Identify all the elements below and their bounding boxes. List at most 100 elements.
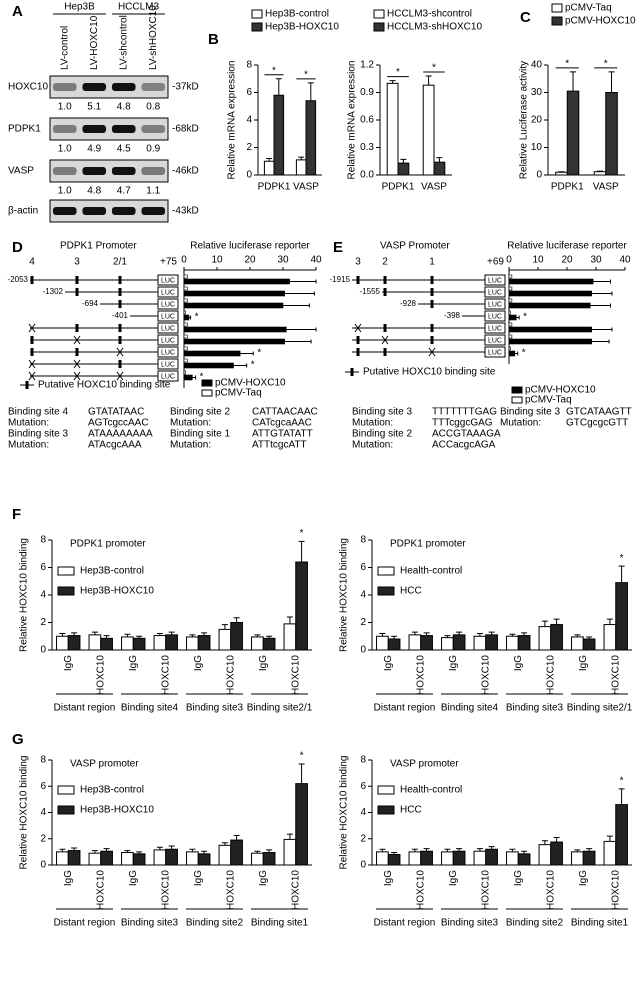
bar xyxy=(593,171,607,176)
group-label: Distant region xyxy=(374,703,436,714)
blot-band xyxy=(111,83,136,91)
binding-site xyxy=(356,276,360,284)
y-tick-label: 6 xyxy=(40,562,46,573)
y-tick-label: 8 xyxy=(246,60,252,71)
bar xyxy=(183,346,188,351)
x-axis-label: Relative luciferase reporter xyxy=(507,241,627,252)
error-bar xyxy=(192,375,197,380)
blot-quant: 4.8 xyxy=(117,102,131,113)
bar xyxy=(165,848,178,866)
bar xyxy=(67,850,81,866)
y-axis-label: Relative HOXC10 binding xyxy=(339,756,350,870)
x-tick-label: 30 xyxy=(277,255,289,266)
mutated-site xyxy=(116,371,124,381)
bar xyxy=(508,286,513,291)
y-axis-label: Relative Luciferase activity xyxy=(519,61,530,179)
significance: * xyxy=(522,348,526,359)
bar xyxy=(506,635,519,651)
bar xyxy=(183,274,188,279)
blot-band xyxy=(52,125,77,133)
error-bar xyxy=(240,351,254,356)
legend-label: HCC xyxy=(400,805,422,816)
mutated-site xyxy=(73,371,81,381)
blot-quant: 4.7 xyxy=(117,186,131,197)
bar xyxy=(186,636,199,651)
site-label: 1 xyxy=(429,257,435,268)
construct-label: -928 xyxy=(400,299,417,308)
bar xyxy=(183,334,188,339)
y-tick-label: 10 xyxy=(531,142,543,153)
error-bar xyxy=(189,848,196,852)
bar xyxy=(263,160,275,176)
blot-quant: 1.1 xyxy=(146,186,160,197)
tss-label: +69 xyxy=(487,257,504,268)
legend-swatch xyxy=(377,566,395,576)
sequence-cell: Mutation: xyxy=(8,440,49,451)
error-bar xyxy=(400,158,407,164)
bar xyxy=(550,841,563,866)
x-tick-label: IgG xyxy=(448,655,459,671)
construct-label: -401 xyxy=(112,311,129,320)
sequence-cell: Binding site 4 xyxy=(8,407,68,418)
x-tick-label: HOXC10 xyxy=(160,655,171,695)
blot-size-label: -46kD xyxy=(172,166,199,177)
significance: * xyxy=(620,776,624,787)
group-label: Binding site2/1 xyxy=(567,703,633,714)
mutated-site xyxy=(381,335,389,345)
error-bar xyxy=(307,82,314,101)
luc-label: LUC xyxy=(488,277,502,284)
binding-site xyxy=(118,324,122,332)
group-label: Binding site1 xyxy=(251,918,309,929)
promoter-label: VASP Promoter xyxy=(380,241,450,252)
group-label: Binding site2/1 xyxy=(247,703,313,714)
error-bar xyxy=(444,635,451,638)
legend-label: Hep3B-HOXC10 xyxy=(80,805,154,816)
y-axis-label: Relative HOXC10 binding xyxy=(339,538,350,652)
error-bar xyxy=(59,633,66,637)
error-bar xyxy=(618,788,625,805)
binding-site xyxy=(75,348,79,356)
bar xyxy=(183,374,193,381)
sequence-cell: Binding site 3 xyxy=(500,407,560,418)
bar xyxy=(251,636,264,651)
y-axis-label: Relative mRNA expression xyxy=(347,61,358,180)
y-tick-label: 1.2 xyxy=(360,60,374,71)
bar xyxy=(538,844,552,866)
legend-label: Hep3B-HOXC10 xyxy=(80,586,154,597)
error-bar xyxy=(71,847,78,851)
binding-site xyxy=(383,288,387,296)
bar xyxy=(183,326,287,333)
luc-label: LUC xyxy=(161,301,175,308)
y-tick-label: 4 xyxy=(246,115,252,126)
legend-label: pCMV-HOXC10 xyxy=(565,16,636,27)
bar xyxy=(183,314,190,321)
x-tick-label: IgG xyxy=(128,870,139,886)
x-tick-label: HOXC10 xyxy=(415,870,426,910)
significance: * xyxy=(195,312,199,323)
error-bar xyxy=(488,846,495,850)
x-tick-label: 40 xyxy=(619,255,631,266)
bar xyxy=(183,310,186,315)
bar xyxy=(550,624,563,651)
sequence-cell: ATAAAAAAAA xyxy=(88,429,153,440)
legend-label: HCCLM3-shHOXC10 xyxy=(387,22,482,33)
significance: * xyxy=(251,360,255,371)
sequence-cell: Mutation: xyxy=(170,418,211,429)
legend-label: pCMV-Taq xyxy=(215,388,262,399)
luc-box xyxy=(157,286,179,298)
sequence-cell: Binding site 2 xyxy=(352,429,412,440)
error-bar xyxy=(284,339,312,344)
y-tick-label: 4 xyxy=(40,807,46,818)
error-bar xyxy=(618,565,625,583)
significance: * xyxy=(432,63,436,74)
blot-group-label: HCCLM3 xyxy=(118,2,160,13)
luc-box xyxy=(484,346,506,358)
construct-label: -398 xyxy=(444,311,461,320)
error-bar xyxy=(379,633,386,637)
error-bar xyxy=(124,633,131,637)
bar xyxy=(165,634,178,651)
group-label: Binding site3 xyxy=(506,703,564,714)
x-tick-label: 0 xyxy=(506,255,512,266)
blot-row-label: β-actin xyxy=(8,206,38,217)
sequence-cell: Mutation: xyxy=(170,440,211,451)
